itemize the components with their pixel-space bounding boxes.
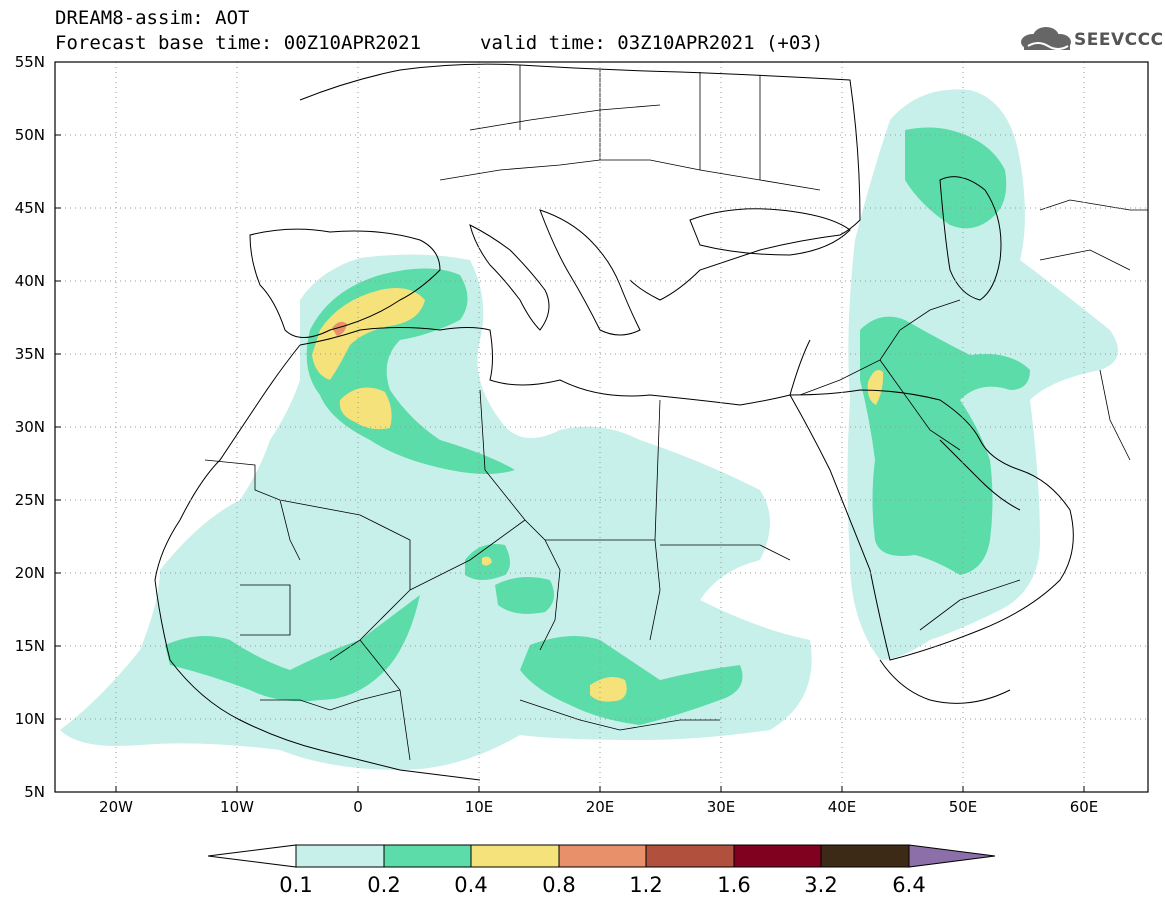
colorbar-segment	[820, 844, 910, 868]
lon-label: 20W	[99, 798, 133, 816]
map-title: DREAM8-assim: AOT	[55, 7, 250, 29]
lat-label: 30N	[15, 418, 45, 436]
colorbar-label: 3.2	[804, 873, 837, 897]
colorbar-label: 1.2	[629, 873, 662, 897]
colorbar-max-arrow	[908, 844, 996, 868]
colorbar-segment	[383, 844, 472, 868]
lon-label: 20E	[586, 798, 615, 816]
lon-label: 40E	[828, 798, 857, 816]
colorbar-segment	[470, 844, 560, 868]
colorbar-segment	[558, 844, 647, 868]
lat-label: 35N	[15, 345, 45, 363]
lat-label: 20N	[15, 564, 45, 582]
lat-label: 45N	[15, 199, 45, 217]
lon-label: 60E	[1070, 798, 1099, 816]
coastlines	[154, 63, 1074, 781]
colorbar-label: 0.8	[542, 873, 575, 897]
colorbar-label: 0.2	[367, 873, 400, 897]
lon-label: 30E	[707, 798, 736, 816]
colorbar-segment	[733, 844, 822, 868]
colorbar-segment	[645, 844, 735, 868]
colorbar-label: 0.1	[279, 873, 312, 897]
lat-label: 5N	[24, 783, 45, 801]
lon-label: 0	[353, 798, 363, 816]
lon-label: 10E	[465, 798, 494, 816]
axis-ticks	[55, 61, 1085, 793]
lat-label: 10N	[15, 710, 45, 728]
lat-label: 50N	[15, 126, 45, 144]
colorbar-label: 6.4	[892, 873, 925, 897]
colorbar	[207, 844, 996, 868]
colorbar-label: 1.6	[717, 873, 750, 897]
lat-label: 40N	[15, 272, 45, 290]
forecast-base-time: Forecast base time: 00Z10APR2021	[55, 32, 422, 54]
lon-label: 50E	[949, 798, 978, 816]
borders	[204, 65, 1148, 761]
colorbar-segment	[295, 844, 385, 868]
lon-label: 10W	[220, 798, 254, 816]
graticule	[55, 62, 1148, 792]
valid-time: valid time: 03Z10APR2021 (+03)	[480, 32, 824, 54]
cloud-logo-icon	[1021, 27, 1071, 50]
colorbar-label: 0.4	[454, 873, 487, 897]
lat-label: 55N	[15, 53, 45, 71]
lat-label: 25N	[15, 491, 45, 509]
logo-text: SEEVCCC	[1074, 30, 1164, 50]
aot-contours	[60, 89, 1118, 770]
lat-label: 15N	[15, 637, 45, 655]
colorbar-min-arrow	[207, 844, 297, 868]
